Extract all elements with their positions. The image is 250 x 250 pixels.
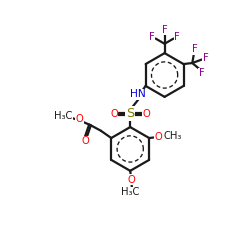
Text: F: F [149, 32, 155, 42]
Text: S: S [126, 107, 134, 120]
Text: O: O [110, 108, 118, 118]
Text: CH₃: CH₃ [164, 131, 182, 141]
Text: O: O [142, 108, 150, 118]
Text: F: F [203, 53, 208, 63]
Text: F: F [174, 32, 180, 42]
Text: O: O [76, 114, 83, 124]
Text: HN: HN [130, 89, 146, 99]
Text: O: O [142, 108, 150, 118]
Text: F: F [199, 68, 204, 78]
Text: O: O [110, 108, 118, 118]
Text: S: S [126, 107, 134, 120]
Text: O: O [155, 132, 162, 142]
Text: O: O [81, 136, 89, 146]
Text: S: S [126, 107, 134, 120]
Text: H₃C: H₃C [54, 111, 72, 121]
Text: O: O [128, 175, 136, 185]
Text: F: F [192, 44, 198, 54]
Text: F: F [162, 25, 168, 35]
Text: H₃C: H₃C [120, 187, 139, 197]
